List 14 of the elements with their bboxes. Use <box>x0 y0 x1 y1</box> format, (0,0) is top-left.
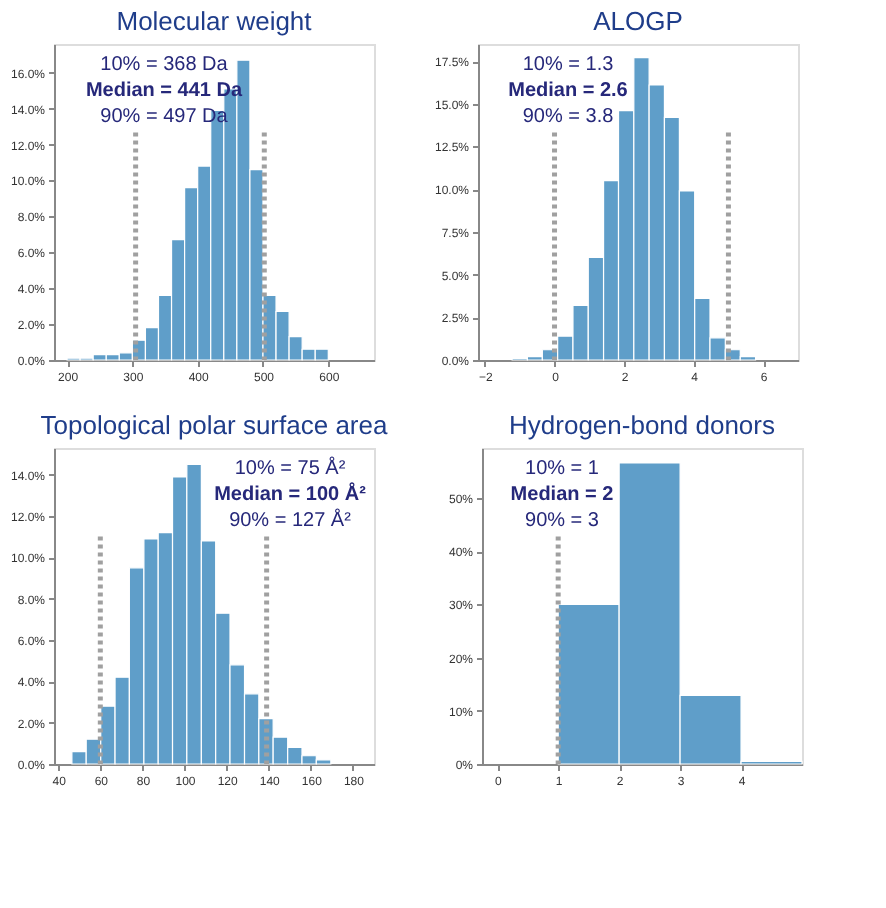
annotation: 10% = 1 <box>525 458 600 480</box>
annotation: Median = 100 Å² <box>214 482 368 506</box>
annotation: 10% = 368 Da <box>100 54 229 76</box>
annotation: 10% = 75 Å² <box>234 456 347 480</box>
annotation: Median = 2 <box>510 484 615 506</box>
annotation: 90% = 127 Å² <box>229 508 353 532</box>
chart-title: ALOGP <box>593 6 683 36</box>
chart-title: Topological polar surface area <box>40 410 389 440</box>
annotation: Median = 2.6 <box>508 80 629 102</box>
annotation: 90% = 3 <box>525 510 600 532</box>
annotation: 90% = 3.8 <box>522 106 615 128</box>
chart-title: Molecular weight <box>116 6 313 36</box>
annotation: 10% = 1.3 <box>522 54 615 76</box>
chart-title: Hydrogen-bond donors <box>509 410 776 440</box>
